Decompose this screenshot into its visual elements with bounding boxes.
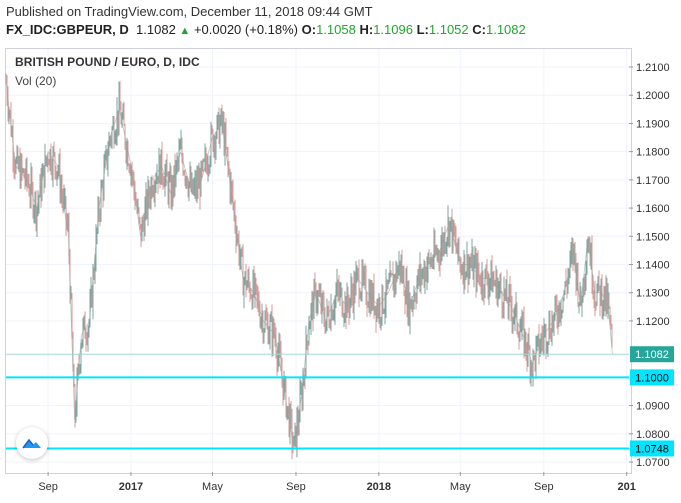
horizontal-lines xyxy=(6,353,629,450)
time-tick-label: Sep xyxy=(286,481,306,493)
time-tick-label: May xyxy=(202,481,223,493)
price-tag: 1.0748 xyxy=(630,440,674,457)
price-tag-bg xyxy=(630,346,674,363)
price-tick-label: 1.1200 xyxy=(636,316,670,328)
price-tick-label: 1.2000 xyxy=(636,90,670,102)
close-value: 1.1082 xyxy=(485,22,526,37)
close-label: C: xyxy=(472,22,486,37)
price-tick-label: 1.1400 xyxy=(636,260,670,272)
close-line xyxy=(5,81,613,449)
price-tick-label: 1.1600 xyxy=(636,203,670,215)
price-tick-label: 1.0900 xyxy=(636,401,670,413)
price-tag-bg xyxy=(630,369,674,386)
price-tick-label: 1.1900 xyxy=(636,118,670,130)
symbol-label[interactable]: FX_IDC:GBPEUR, D xyxy=(6,22,129,37)
time-tick-label: May xyxy=(450,481,471,493)
change-value: +0.0020 (+0.18%) xyxy=(193,22,299,37)
chart-pane[interactable] xyxy=(5,48,632,474)
last-price: 1.1082 xyxy=(136,22,176,37)
symbol-ohlc-line: FX_IDC:GBPEUR, D 1.1082 ▲ +0.0020 (+0.18… xyxy=(6,22,526,37)
price-tick-label: 1.1300 xyxy=(636,288,670,300)
price-tick-label: 1.1800 xyxy=(636,147,670,159)
price-tick-label: 1.2100 xyxy=(636,62,670,74)
open-value: 1.1058 xyxy=(316,22,356,37)
price-tag-label: 1.1082 xyxy=(635,349,669,361)
time-tick-label: 201 xyxy=(617,481,635,493)
time-tick-label: 2017 xyxy=(119,481,143,493)
open-label: O: xyxy=(301,22,317,37)
price-tag: 1.1082 xyxy=(630,346,674,363)
price-tag-label: 1.1000 xyxy=(635,372,669,384)
time-tick-label: Sep xyxy=(534,481,554,493)
price-tag-label: 1.0748 xyxy=(635,443,669,455)
price-axis: 1.2100 1.2000 1.1900 1.1800 1.1700 1.1600 1.15… xyxy=(629,62,670,469)
time-tick-label: 2018 xyxy=(367,481,391,493)
legend-title: BRITISH POUND / EURO, D, IDC xyxy=(15,55,200,69)
price-series xyxy=(5,73,613,460)
time-tick-label: Sep xyxy=(38,481,58,493)
high-value: 1.1096 xyxy=(373,22,413,37)
volume-label: Vol (20) xyxy=(15,74,57,88)
time-axis: Sep 2017 May Sep 2018 May Sep 201 xyxy=(38,472,636,493)
price-tag: 1.1000 xyxy=(630,369,674,386)
grid-lines xyxy=(6,49,629,472)
chart-legend: BRITISH POUND / EURO, D, IDC Vol (20) xyxy=(15,55,200,88)
price-tag-bg xyxy=(630,440,674,457)
high-label: H: xyxy=(359,22,374,37)
tradingview-logo-icon[interactable] xyxy=(16,427,48,459)
price-tick-label: 1.1700 xyxy=(636,175,670,187)
published-line: Published on TradingView.com, December 1… xyxy=(6,4,373,19)
price-tags: 1.1082 1.1000 1.0748 xyxy=(630,346,674,457)
low-value: 1.1052 xyxy=(428,22,469,37)
price-tick-label: 1.0800 xyxy=(636,429,670,441)
low-label: L: xyxy=(416,22,429,37)
up-arrow-icon: ▲ xyxy=(179,25,191,37)
price-tick-label: 1.1500 xyxy=(636,231,670,243)
price-tick-label: 1.0700 xyxy=(636,457,670,469)
